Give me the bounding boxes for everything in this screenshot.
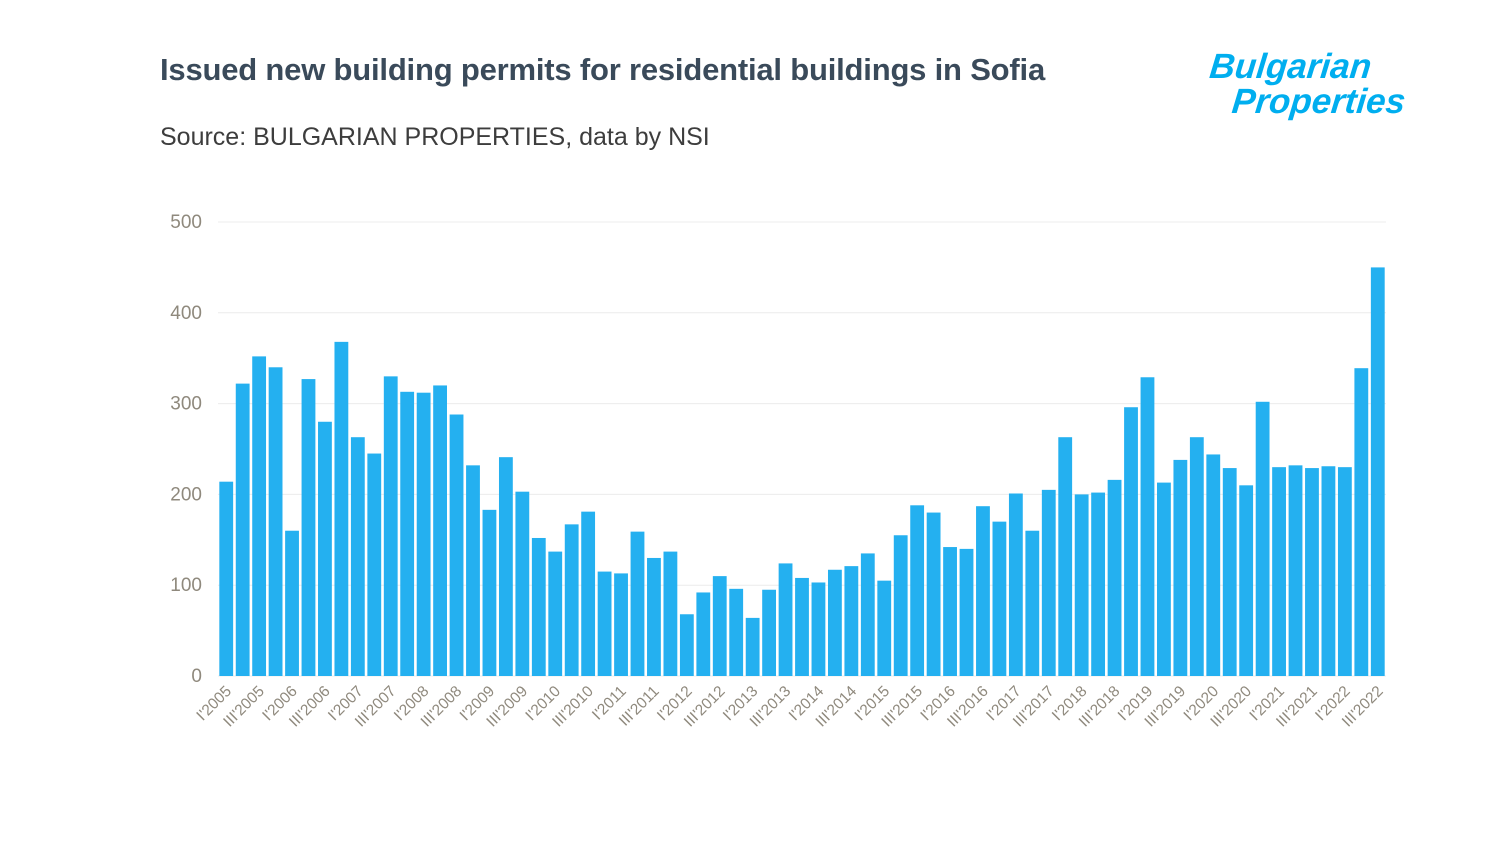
bar xyxy=(663,551,678,676)
bar xyxy=(860,553,875,676)
bar xyxy=(926,512,941,676)
y-axis-tick-label: 0 xyxy=(191,666,202,687)
bar-chart-svg: 0100200300400500I'2005III'2005I'2006III'… xyxy=(170,212,1386,730)
bar xyxy=(318,421,332,676)
bar xyxy=(1288,465,1303,676)
bar xyxy=(268,367,283,676)
bar xyxy=(943,547,957,676)
bar xyxy=(795,577,809,676)
bar xyxy=(844,566,859,676)
bar xyxy=(762,589,777,676)
brand-logo: Bulgarian Properties xyxy=(1204,47,1441,122)
bar xyxy=(1091,492,1106,676)
bar xyxy=(893,535,908,676)
bar xyxy=(614,573,628,676)
bar xyxy=(976,506,990,676)
bar xyxy=(400,391,415,676)
bar xyxy=(367,453,382,676)
bar xyxy=(1107,479,1122,676)
bar xyxy=(1157,482,1171,676)
bar xyxy=(1272,467,1286,676)
bar xyxy=(597,571,612,676)
bar xyxy=(1222,468,1237,676)
bar xyxy=(383,376,398,676)
bar xyxy=(778,563,793,676)
bar xyxy=(811,582,826,676)
source-caption: Source: BULGARIAN PROPERTIES, data by NS… xyxy=(160,123,710,151)
bar xyxy=(1124,407,1138,676)
bar xyxy=(1354,368,1369,676)
bar xyxy=(1321,466,1336,676)
bar xyxy=(1337,467,1352,676)
bar xyxy=(1239,485,1254,676)
bar xyxy=(531,537,546,676)
bar xyxy=(1041,489,1056,676)
bar xyxy=(482,509,497,676)
brand-logo-line1: Bulgarian xyxy=(1207,47,1374,86)
y-axis-tick-label: 400 xyxy=(170,303,202,324)
page-title: Issued new building permits for resident… xyxy=(160,52,1045,87)
bar xyxy=(1058,437,1073,676)
bar xyxy=(564,524,579,676)
bar xyxy=(1173,459,1188,676)
bar xyxy=(877,580,892,676)
bar xyxy=(498,457,513,676)
y-axis-tick-label: 200 xyxy=(170,484,202,505)
bar xyxy=(745,617,760,676)
bar xyxy=(1305,468,1319,676)
bar xyxy=(696,592,711,676)
bar xyxy=(827,569,842,676)
bar xyxy=(548,551,563,676)
bar xyxy=(235,383,250,676)
bar xyxy=(449,414,464,676)
bar xyxy=(679,614,694,676)
bar xyxy=(515,491,530,676)
bar xyxy=(252,356,267,676)
bar xyxy=(729,588,744,676)
bar xyxy=(285,530,299,676)
bar xyxy=(1206,454,1221,676)
bar xyxy=(301,379,316,676)
bar xyxy=(712,576,727,676)
permits-bar-chart: 0 100 200 300 400 500 I'2005 III'2005 I'2006 III'… xyxy=(128,190,1428,810)
bar xyxy=(910,505,925,676)
y-axis-tick-label: 500 xyxy=(170,212,202,233)
bar xyxy=(1255,401,1270,676)
bar xyxy=(1189,437,1204,676)
bar xyxy=(1370,267,1385,676)
bar xyxy=(959,548,974,676)
bar xyxy=(219,481,234,676)
y-axis-tick-label: 300 xyxy=(170,394,202,415)
bar xyxy=(416,392,431,676)
bar xyxy=(581,511,596,676)
bar xyxy=(334,341,349,676)
bar xyxy=(350,437,365,676)
bar xyxy=(1140,377,1155,676)
bar xyxy=(1008,493,1023,676)
y-axis-tick-label: 100 xyxy=(170,575,202,596)
bar xyxy=(433,385,447,676)
bar xyxy=(630,531,645,676)
bar xyxy=(1074,494,1089,676)
brand-logo-line2: Properties xyxy=(1230,82,1408,122)
bar xyxy=(1025,530,1040,676)
bar xyxy=(647,557,661,676)
bar xyxy=(466,465,480,676)
bar xyxy=(992,521,1007,676)
